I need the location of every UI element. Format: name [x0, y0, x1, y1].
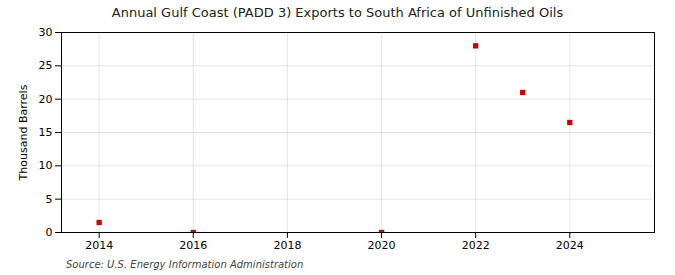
svg-text:20: 20 [39, 93, 53, 106]
svg-text:5: 5 [46, 193, 53, 206]
svg-text:0: 0 [46, 226, 53, 239]
svg-text:2014: 2014 [85, 239, 113, 252]
svg-text:10: 10 [39, 159, 53, 172]
svg-text:2022: 2022 [462, 239, 490, 252]
svg-text:2016: 2016 [179, 239, 207, 252]
svg-text:2024: 2024 [556, 239, 584, 252]
html-text:Annual Gulf Coast (PADD 3) Exp: Annual Gulf Coast (PADD 3) Exports to So… [111, 5, 564, 20]
svg-text:2020: 2020 [368, 239, 396, 252]
svg-text:Thousand Barrels: Thousand Barrels [17, 84, 30, 181]
svg-text:25: 25 [39, 59, 53, 72]
svg-text:15: 15 [39, 126, 53, 139]
html-text:Source: U.S. Energy Informatio: Source: U.S. Energy Information Administ… [66, 259, 304, 270]
svg-text:2018: 2018 [273, 239, 301, 252]
svg-text:30: 30 [39, 26, 53, 39]
